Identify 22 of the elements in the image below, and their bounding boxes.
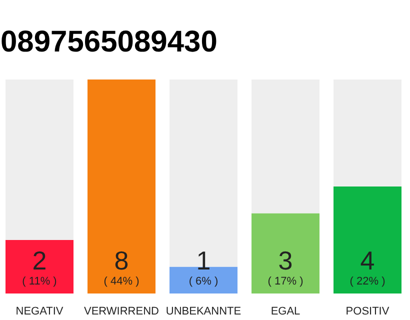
x-tick-label: NEGATIV [16,306,64,318]
data-label: 2 [32,246,47,276]
annotation: ( 44% ) [104,276,140,288]
bar [334,80,402,186]
x-tick-label: UNBEKANNTE [166,306,242,318]
chart-title: 0897565089430 [0,26,218,58]
x-tick-label: POSITIV [346,306,390,318]
bar [6,80,74,240]
bar [6,240,74,294]
annotation: ( 11% ) [22,276,57,288]
bar [334,186,402,294]
annotation: ( 17% ) [268,276,304,288]
x-tick-label: VERWIRREND [84,306,160,318]
x-tick-label: EGAL [270,306,300,318]
annotation: ( 6% ) [188,276,218,288]
data-label: 4 [360,246,375,276]
bar [252,80,320,214]
data-label: 8 [114,246,129,276]
annotation: ( 22% ) [350,276,386,288]
bar [88,80,156,294]
data-label: 3 [278,246,293,276]
bar [252,213,320,294]
